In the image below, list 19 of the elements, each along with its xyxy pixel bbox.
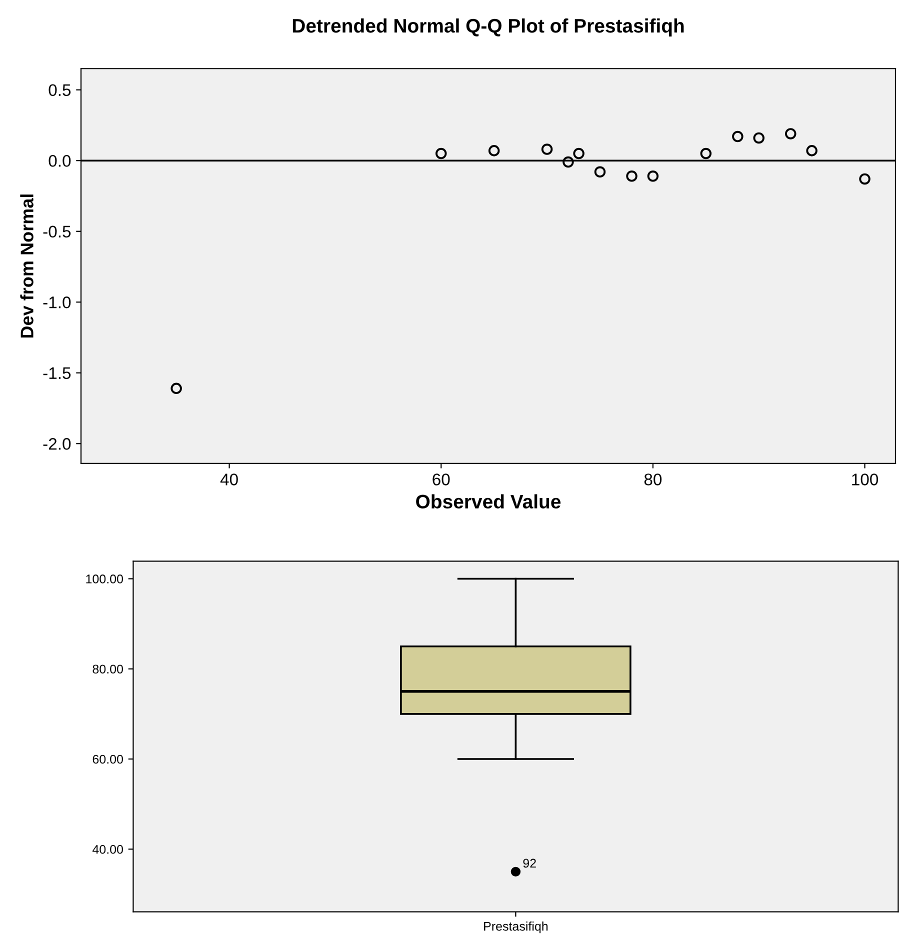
x-tick-label: 100 — [852, 474, 878, 486]
y-tick-label: 100.00 — [86, 574, 123, 584]
y-axis-title: Dev from Normal — [20, 194, 34, 338]
y-tick-label: -2.0 — [43, 438, 71, 450]
y-tick-label: 80.00 — [92, 664, 123, 674]
y-tick-label: 60.00 — [92, 754, 123, 764]
chart-title: Detrended Normal Q-Q Plot of Prestasifiqh — [292, 18, 684, 37]
x-tick-label: 80 — [644, 474, 662, 486]
y-tick-label: 0.5 — [48, 84, 71, 96]
y-tick-label: -1.0 — [43, 296, 71, 308]
x-tick-label: 60 — [432, 474, 450, 486]
y-tick-label: 0.0 — [48, 155, 71, 167]
x-tick-label: Prestasifiqh — [484, 922, 548, 934]
y-tick-label: -0.5 — [43, 226, 71, 238]
y-tick-label: -1.5 — [43, 367, 71, 380]
x-axis-title: Observed Value — [416, 494, 561, 509]
x-tick-label: 40 — [220, 474, 238, 486]
annotation: 92 — [523, 858, 536, 868]
y-tick-label: 40.00 — [92, 844, 123, 854]
